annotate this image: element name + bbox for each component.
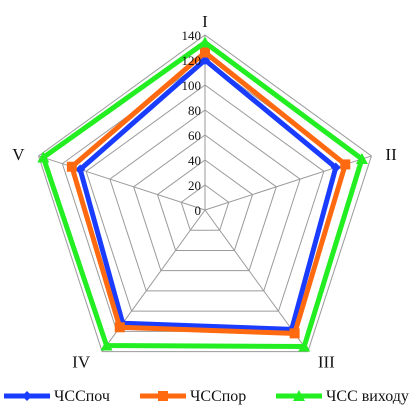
legend-marker bbox=[293, 390, 305, 401]
series-3 bbox=[37, 36, 368, 352]
spoke-V bbox=[38, 155, 206, 211]
data-point bbox=[355, 153, 368, 165]
data-point bbox=[114, 322, 125, 333]
series-2 bbox=[66, 47, 351, 339]
category-label: III bbox=[318, 353, 335, 372]
data-point bbox=[289, 328, 300, 339]
tick-label: 40 bbox=[188, 153, 201, 168]
legend-marker bbox=[158, 391, 168, 401]
category-label: II bbox=[385, 145, 397, 164]
data-point bbox=[37, 151, 50, 163]
series-line bbox=[68, 49, 349, 336]
grid-ring-60 bbox=[133, 134, 277, 272]
data-point bbox=[199, 36, 211, 48]
tick-label: 80 bbox=[188, 103, 201, 118]
radial-axis-ticks: 0 20 40 60 80 100 120 140 bbox=[182, 28, 202, 218]
category-label: I bbox=[202, 12, 208, 31]
data-point bbox=[340, 159, 351, 170]
legend-marker bbox=[22, 391, 32, 401]
legend-label: ЧССпоч bbox=[54, 388, 110, 405]
legend-label: ЧССпор bbox=[190, 388, 246, 405]
radar-series bbox=[37, 36, 368, 352]
grid-ring-100 bbox=[85, 84, 325, 312]
data-point bbox=[330, 162, 341, 173]
tick-label: 140 bbox=[182, 28, 202, 43]
legend: ЧССпоч ЧССпор ЧСС виходу bbox=[4, 388, 409, 405]
tick-label: 100 bbox=[182, 78, 202, 93]
category-label: IV bbox=[72, 353, 91, 372]
grid-ring-20 bbox=[180, 184, 230, 231]
tick-label: 120 bbox=[182, 53, 202, 68]
tick-label: 0 bbox=[195, 203, 202, 218]
category-label: V bbox=[12, 145, 25, 164]
tick-label: 60 bbox=[188, 128, 201, 143]
data-point bbox=[200, 47, 210, 58]
grid-ring-140 bbox=[37, 34, 373, 353]
legend-item: ЧССпоч bbox=[4, 388, 110, 405]
legend-label: ЧСС виходу bbox=[326, 388, 409, 405]
tick-label: 20 bbox=[188, 178, 201, 193]
data-point bbox=[298, 340, 311, 352]
legend-item: ЧСС виходу bbox=[276, 388, 409, 405]
grid-ring-80 bbox=[109, 109, 301, 292]
series-line bbox=[77, 56, 339, 332]
data-point bbox=[75, 164, 86, 175]
data-point bbox=[100, 339, 113, 351]
legend-item: ЧССпор bbox=[140, 388, 246, 405]
series-line bbox=[40, 39, 365, 350]
grid-ring-40 bbox=[156, 159, 254, 251]
data-point bbox=[66, 161, 77, 172]
